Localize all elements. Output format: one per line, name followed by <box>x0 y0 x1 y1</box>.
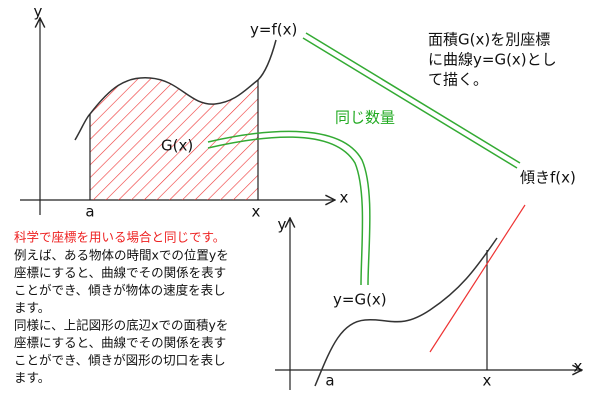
connector <box>207 130 371 286</box>
note-line: て描く。 <box>428 71 488 89</box>
explanation-line: ます。 <box>14 300 50 315</box>
x-pos-label: x <box>483 372 492 390</box>
curve-label: y=f(x) <box>250 21 297 39</box>
a-label: a <box>85 203 94 221</box>
tangent <box>429 204 526 353</box>
slope-label: 傾きf(x) <box>520 169 576 187</box>
explanation-line: ことができ、傾きが物体の速度を表し <box>14 283 226 298</box>
connector <box>305 32 521 164</box>
explanation-line: 座標にすると、曲線でその関係を表す <box>14 335 226 350</box>
note-line: 面積G(x)を別座標 <box>428 31 550 49</box>
explanation-line: 例えば、ある物体の時間xでの位置yを <box>14 248 229 263</box>
explanation: 例えば、ある物体の時間xでの位置yを座標にすると、曲線でその関係を表すことができ… <box>14 248 229 386</box>
explanation-line: ます。 <box>14 370 50 385</box>
y-label: y <box>278 216 287 234</box>
connector <box>207 136 364 286</box>
x-label: x <box>574 358 583 376</box>
curve-G <box>314 237 498 387</box>
area-label: G(x) <box>161 137 193 155</box>
explanation-line: 同様に、上記図形の底辺xでの面積yを <box>14 318 228 333</box>
explanation-line: ことができ、傾きが図形の切口を表し <box>14 353 226 368</box>
y-label: y <box>34 3 43 21</box>
curve-label: y=G(x) <box>333 291 387 309</box>
explanation-heading: 科学で座標を用いる場合と同じです。 <box>14 230 225 245</box>
a-label: a <box>325 372 334 390</box>
explanation-line: 座標にすると、曲線でその関係を表す <box>14 265 226 280</box>
connector <box>302 37 518 169</box>
x-pos-label: x <box>252 203 261 221</box>
area <box>90 77 258 200</box>
x-label: x <box>340 189 349 207</box>
note-line: に曲線y=G(x)とし <box>428 51 557 69</box>
bridge-label: 同じ数量 <box>335 109 395 127</box>
